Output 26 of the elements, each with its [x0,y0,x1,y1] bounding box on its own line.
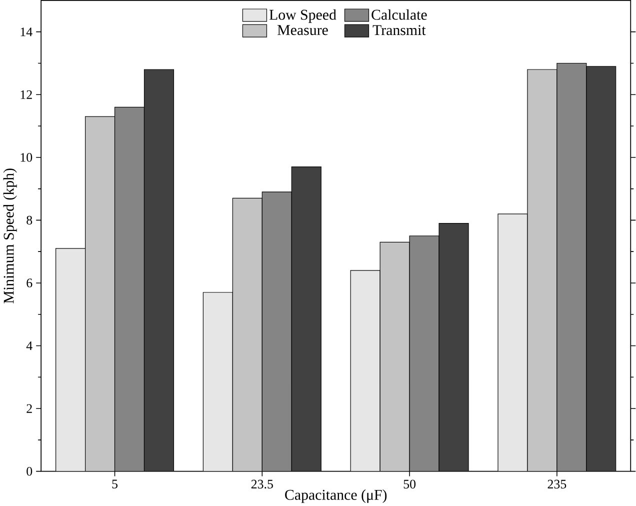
bar [202,292,233,472]
y-tick-label: 10 [20,152,32,162]
legend-label: Low Speed [269,9,336,23]
x-axis-title: Capacitance (μF) [285,489,387,503]
x-tick-label: 23.5 [251,480,273,488]
legend-label: Measure [278,25,328,35]
y-tick-label: 4 [26,341,32,350]
bar [409,235,440,472]
bar [556,62,587,472]
bar [498,213,528,472]
legend-label: Calculate [372,9,427,20]
y-axis-title: Minimum Speed (kph) [3,168,17,304]
bar [350,270,380,472]
y-tick-label: 14 [20,27,32,36]
y-tick-label: 12 [20,90,32,99]
bar [114,106,145,472]
x-tick-label: 50 [404,480,416,488]
y-tick-label: 0 [26,466,32,476]
x-tick-label: 5 [112,480,118,488]
bar [56,248,86,472]
y-tick-label: 8 [26,216,32,224]
y-tick-label: 2 [26,404,32,413]
bar [262,192,292,472]
y-tick-label: 6 [26,278,32,288]
legend-label: Transmit [372,25,426,36]
x-tick-label: 235 [548,480,566,488]
